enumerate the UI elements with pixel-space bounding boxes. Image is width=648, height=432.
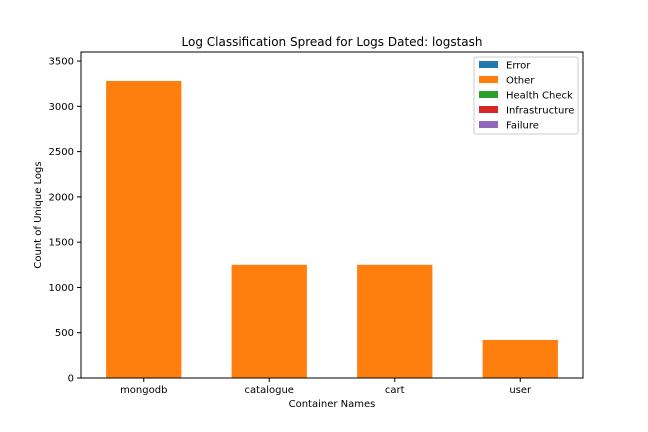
x-tick-label: catalogue	[245, 385, 294, 396]
chart-title: Log Classification Spread for Logs Dated…	[182, 35, 483, 49]
legend-swatch	[479, 121, 498, 128]
x-axis-ticks: mongodb catalogue cart user	[120, 378, 532, 396]
bar-catalogue-series-1	[231, 264, 307, 378]
y-tick-label: 0	[68, 374, 74, 385]
y-axis-ticks: 0 500 1000 1500 2000 2500 3000 3500	[49, 57, 81, 385]
y-tick-label: 2000	[49, 192, 74, 203]
legend-entry-label: Error	[506, 61, 531, 72]
legend-box	[473, 56, 579, 135]
legend-entry-label: Infrastructure	[506, 106, 574, 117]
x-axis-label: Container Names	[289, 399, 376, 410]
legend-swatch	[479, 61, 498, 68]
y-tick-label: 500	[55, 328, 74, 339]
y-axis-label: Count of Unique Logs	[33, 161, 44, 268]
x-tick-label: user	[509, 385, 532, 396]
bar-mongodb-series-1	[106, 80, 182, 378]
y-tick-label: 2500	[49, 147, 74, 158]
bar-cart-series-1	[357, 264, 433, 378]
bar-user-series-1	[482, 339, 558, 378]
x-tick-label: cart	[385, 385, 405, 396]
y-tick-label: 3000	[49, 102, 74, 113]
x-tick-label: mongodb	[120, 385, 167, 396]
legend-swatch	[479, 76, 498, 83]
legend-swatch	[479, 106, 498, 113]
plot-frame	[80, 51, 584, 379]
y-tick-label: 1000	[49, 283, 74, 294]
legend: Error Other Health Check Infrastructure Fail…	[473, 56, 579, 135]
y-tick-label: 3500	[49, 57, 74, 68]
y-tick-label: 1500	[49, 238, 74, 249]
bars-group	[106, 80, 558, 378]
legend-entry-label: Other	[506, 76, 535, 87]
legend-swatch	[479, 91, 498, 98]
legend-entry-label: Failure	[506, 121, 539, 132]
legend-entry-label: Health Check	[506, 91, 573, 102]
